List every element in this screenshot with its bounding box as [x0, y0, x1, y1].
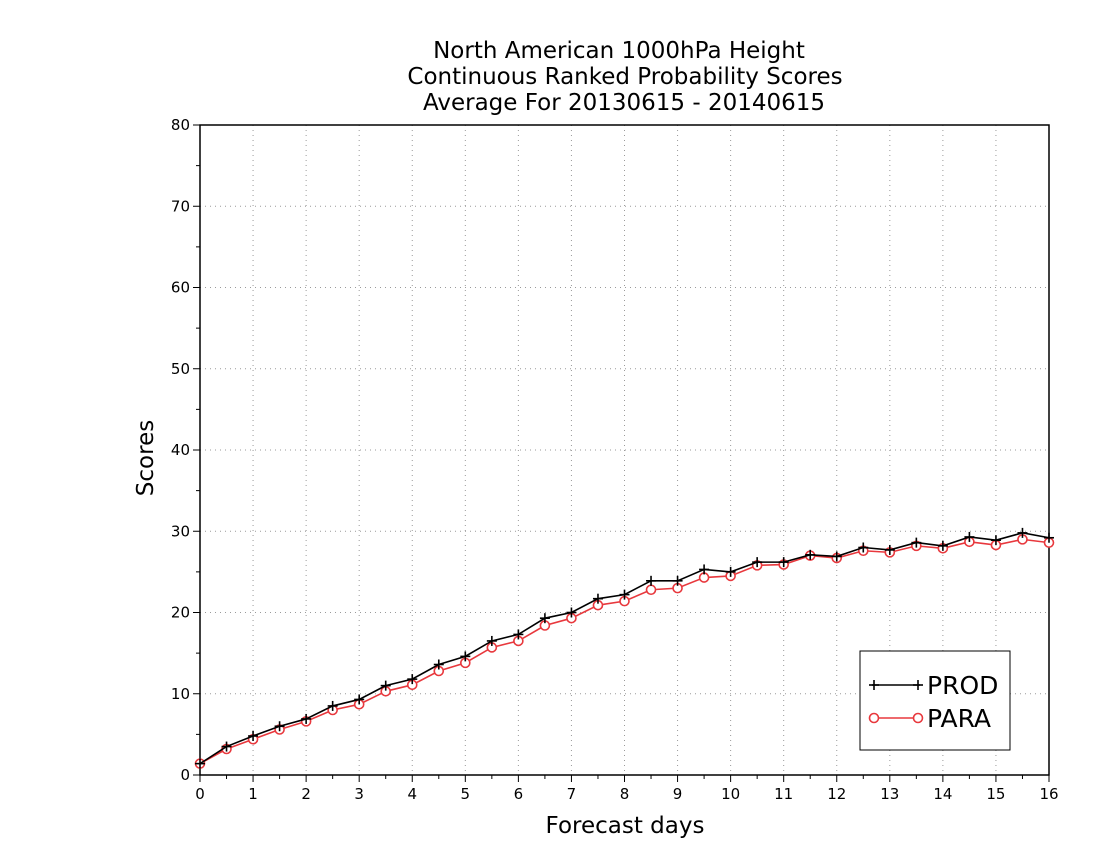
- series-lines: [194, 527, 1055, 769]
- y-tick-label: 70: [171, 197, 190, 215]
- data-point-prod: [221, 741, 232, 752]
- data-point-prod: [646, 575, 657, 586]
- x-tick-label: 4: [407, 785, 417, 803]
- legend-marker-para: [868, 712, 924, 724]
- data-point-prod: [858, 542, 869, 553]
- data-point-prod: [699, 564, 710, 575]
- data-point-prod: [911, 537, 922, 548]
- data-point-prod: [805, 549, 816, 560]
- y-tick-label: 60: [171, 279, 190, 297]
- legend: PROD PARA: [859, 650, 1011, 751]
- series-prod: [195, 527, 1054, 769]
- data-point-prod: [433, 659, 444, 670]
- x-tick-label: 2: [301, 785, 311, 803]
- data-point-prod: [566, 607, 577, 618]
- chart-title-line-1: North American 1000hPa Height: [433, 38, 805, 64]
- data-point-prod: [486, 635, 497, 646]
- data-point-prod: [460, 651, 471, 662]
- data-point-prod: [964, 531, 975, 542]
- x-axis-label: Forecast days: [546, 813, 705, 839]
- data-point-prod: [1044, 532, 1054, 543]
- x-tick-label: 5: [461, 785, 471, 803]
- x-tick-label: 1: [248, 785, 258, 803]
- x-tick-label: 8: [620, 785, 630, 803]
- legend-label-prod: PROD: [927, 671, 998, 700]
- x-tick-label: 0: [195, 785, 205, 803]
- chart-title-line-2: Continuous Ranked Probability Scores: [407, 64, 842, 90]
- data-point-prod: [831, 551, 842, 562]
- legend-box: [859, 650, 1011, 751]
- y-tick-label: 0: [180, 766, 190, 784]
- x-tick-label: 16: [1039, 785, 1058, 803]
- data-point-prod: [619, 589, 630, 600]
- x-tick-label: 3: [354, 785, 364, 803]
- data-point-prod: [513, 629, 524, 640]
- x-tick-label: 9: [673, 785, 683, 803]
- data-point-prod: [672, 575, 683, 586]
- data-point-prod: [592, 593, 603, 604]
- x-tick-label: 10: [721, 785, 740, 803]
- y-axis-label: Scores: [133, 420, 159, 496]
- legend-marker-point: [868, 712, 880, 724]
- data-point-prod: [407, 674, 418, 685]
- legend-marker-point: [869, 680, 879, 690]
- data-point-prod: [380, 680, 391, 691]
- legend-label-para: PARA: [927, 704, 991, 733]
- y-tick-label: 20: [171, 604, 190, 622]
- data-point-prod: [990, 535, 1001, 546]
- y-tick-label: 30: [171, 522, 190, 540]
- grid: [200, 125, 1049, 775]
- x-tick-label: 11: [774, 785, 793, 803]
- x-tick-label: 7: [567, 785, 577, 803]
- data-point-para: [645, 584, 657, 596]
- y-tick-label: 40: [171, 441, 190, 459]
- data-point-prod: [884, 544, 895, 555]
- y-tick-label: 80: [171, 116, 190, 134]
- data-point-prod: [327, 700, 338, 711]
- axis-ticks: 0 1 2 3 4 5 6 7 8 9 10 11 12 13 14 15 160102030405060708…: [171, 116, 1059, 803]
- x-tick-label: 6: [514, 785, 524, 803]
- x-tick-label: 15: [986, 785, 1005, 803]
- data-point-prod: [195, 758, 205, 769]
- legend-marker-point: [912, 712, 924, 724]
- data-point-prod: [752, 557, 763, 568]
- data-point-prod: [1017, 527, 1028, 538]
- chart-title-line-3: Average For 20130615 - 20140615: [423, 90, 825, 116]
- data-point-prod: [274, 721, 285, 732]
- y-tick-label: 50: [171, 360, 190, 378]
- y-tick-label: 10: [171, 685, 190, 703]
- legend-marker-point: [913, 680, 923, 690]
- data-point-prod: [778, 557, 789, 568]
- data-point-prod: [539, 613, 550, 624]
- data-point-prod: [937, 540, 948, 551]
- x-tick-label: 14: [933, 785, 952, 803]
- data-point-prod: [725, 566, 736, 577]
- data-point-prod: [301, 713, 312, 724]
- data-point-prod: [248, 731, 259, 741]
- x-tick-label: 12: [827, 785, 846, 803]
- legend-marker-prod: [869, 680, 923, 690]
- data-point-prod: [354, 694, 365, 705]
- x-tick-label: 13: [880, 785, 899, 803]
